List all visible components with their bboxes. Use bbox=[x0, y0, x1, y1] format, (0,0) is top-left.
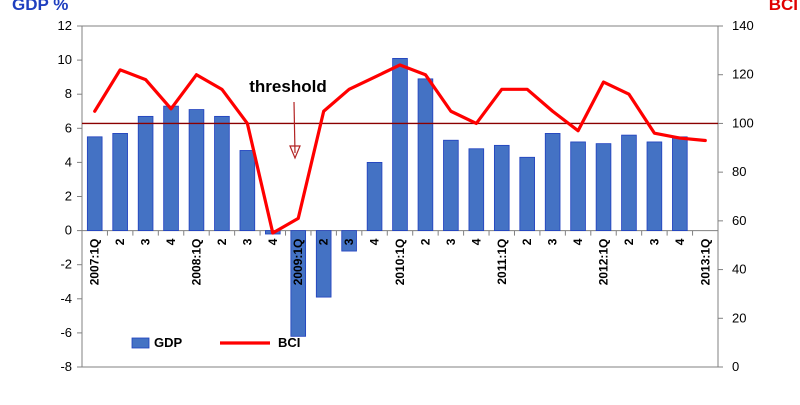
category-label: 4 bbox=[673, 238, 687, 245]
gdp-bar bbox=[240, 150, 255, 230]
right-axis-tick-label: 60 bbox=[732, 213, 746, 228]
left-axis-tick-label: 4 bbox=[65, 154, 72, 169]
legend-gdp-swatch bbox=[132, 338, 149, 348]
gdp-bar bbox=[520, 157, 535, 230]
left-axis-tick-label: 6 bbox=[65, 120, 72, 135]
category-label: 2008:1Q bbox=[189, 239, 203, 286]
category-label: 2 bbox=[317, 238, 331, 245]
category-label: 3 bbox=[342, 238, 356, 245]
category-label: 3 bbox=[444, 238, 458, 245]
left-axis-tick-label: 10 bbox=[58, 52, 72, 67]
category-label: 2 bbox=[215, 238, 229, 245]
category-label: 2012:1Q bbox=[597, 239, 611, 286]
left-axis-tick-label: -8 bbox=[60, 359, 72, 374]
gdp-bar bbox=[215, 116, 230, 230]
left-axis-tick-label: -6 bbox=[60, 325, 72, 340]
left-axis-tick-label: 8 bbox=[65, 86, 72, 101]
right-axis-tick-label: 20 bbox=[732, 310, 746, 325]
right-axis-tick-label: 80 bbox=[732, 164, 746, 179]
category-label: 3 bbox=[240, 238, 254, 245]
category-label: 2007:1Q bbox=[88, 239, 102, 286]
right-axis-title: BCI bbox=[769, 0, 798, 14]
left-axis-tick-label: 12 bbox=[58, 18, 72, 33]
category-label: 2013:1Q bbox=[698, 239, 712, 286]
category-label: 4 bbox=[571, 238, 585, 245]
threshold-arrow-shaft bbox=[294, 102, 295, 153]
gdp-bar bbox=[113, 133, 128, 230]
left-axis-tick-label: -4 bbox=[60, 291, 72, 306]
gdp-bar bbox=[545, 133, 560, 230]
category-label: 3 bbox=[139, 238, 153, 245]
gdp-bar bbox=[444, 140, 459, 230]
legend-gdp-label: GDP bbox=[154, 335, 183, 350]
left-axis-tick-label: -2 bbox=[60, 257, 72, 272]
category-label: 2 bbox=[418, 238, 432, 245]
right-axis-tick-label: 0 bbox=[732, 359, 739, 374]
gdp-bar bbox=[418, 79, 433, 231]
category-label: 3 bbox=[647, 238, 661, 245]
category-label: 2009:1Q bbox=[291, 239, 305, 286]
left-axis-tick-label: 2 bbox=[65, 189, 72, 204]
gdp-bar bbox=[393, 58, 408, 230]
gdp-bar bbox=[622, 135, 637, 230]
left-axis-title: GDP % bbox=[12, 0, 68, 14]
right-axis-tick-label: 140 bbox=[732, 18, 754, 33]
gdp-bar bbox=[494, 145, 509, 230]
category-label: 2 bbox=[113, 238, 127, 245]
gdp-bar bbox=[189, 110, 204, 231]
category-label: 4 bbox=[164, 238, 178, 245]
gdp-bar bbox=[672, 137, 687, 231]
category-label: 2 bbox=[622, 238, 636, 245]
labels-group: 2007:1Q 2 3 4 2008:1Q 2 3 4 2009:1Q 2 3 4 2010:1Q 2 3 4… bbox=[88, 238, 713, 285]
category-label: 4 bbox=[368, 238, 382, 245]
threshold-annotation: threshold bbox=[249, 77, 326, 96]
gdp-bar bbox=[596, 144, 611, 231]
gdp-bar bbox=[138, 116, 153, 230]
category-label: 4 bbox=[266, 238, 280, 245]
legend-group: GDP BCI bbox=[132, 335, 300, 350]
category-label: 2010:1Q bbox=[393, 239, 407, 286]
gdp-bar bbox=[367, 162, 382, 230]
category-label: 3 bbox=[546, 238, 560, 245]
right-axis-tick-label: 40 bbox=[732, 262, 746, 277]
right-axis-tick-label: 120 bbox=[732, 67, 754, 82]
gdp-bar bbox=[87, 137, 102, 231]
gdp-bar bbox=[164, 106, 179, 230]
category-label: 2 bbox=[520, 238, 534, 245]
gdp-bar bbox=[571, 142, 586, 231]
left-axis-tick-label: 0 bbox=[65, 223, 72, 238]
gdp-bar bbox=[647, 142, 662, 231]
category-label: 2011:1Q bbox=[495, 239, 509, 285]
legend-bci-label: BCI bbox=[278, 335, 300, 350]
gdp-bar bbox=[469, 149, 484, 231]
right-axis-tick-label: 100 bbox=[732, 115, 754, 130]
category-label: 4 bbox=[469, 238, 483, 245]
